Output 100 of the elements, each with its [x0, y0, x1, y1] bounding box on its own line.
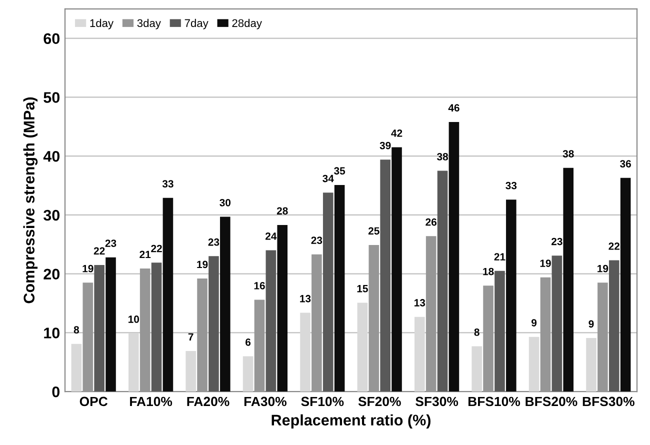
- y-tick-label: 60: [44, 33, 60, 44]
- data-label: 36: [620, 160, 631, 168]
- bar: [620, 178, 631, 392]
- data-label: 13: [414, 299, 426, 306]
- x-tick-label: BFS30%: [582, 396, 634, 406]
- x-tick-label: SF30%: [416, 396, 458, 406]
- bar: [322, 192, 334, 392]
- bar: [71, 344, 82, 392]
- x-axis-title: Replacement ratio (%): [272, 414, 430, 429]
- data-label: 23: [105, 240, 116, 247]
- bar: [82, 282, 94, 392]
- data-label: 28: [276, 207, 288, 215]
- bar: [334, 184, 345, 392]
- bar: [186, 350, 196, 392]
- bar: [598, 282, 608, 392]
- data-label: 35: [334, 167, 346, 175]
- y-tick-label: 0: [52, 386, 60, 398]
- bar: [437, 170, 448, 392]
- data-label: 16: [254, 282, 265, 290]
- data-label: 23: [551, 238, 562, 246]
- x-tick-label: BFS10%: [468, 396, 520, 406]
- y-axis-title: Compressive strength (MPa): [23, 97, 38, 304]
- bar: [392, 147, 402, 392]
- data-label: 15: [357, 285, 368, 292]
- y-tick-label: 20: [44, 268, 60, 280]
- bar: [266, 250, 276, 392]
- bar: [254, 300, 265, 392]
- bar: [552, 256, 562, 392]
- legend-label: 28day: [232, 18, 262, 30]
- legend-label: 7day: [184, 18, 208, 30]
- bar: [494, 270, 505, 392]
- data-label: 23: [311, 236, 322, 244]
- data-label: 33: [506, 182, 517, 190]
- x-tick-label: SF20%: [358, 396, 401, 406]
- x-tick-label: FA20%: [187, 396, 230, 406]
- data-label: 26: [426, 218, 436, 226]
- bar: [506, 200, 516, 392]
- bar: [586, 338, 596, 392]
- bar: [208, 256, 219, 392]
- data-label: 13: [300, 294, 311, 302]
- data-label: 24: [265, 232, 277, 240]
- y-tick-label: 40: [43, 150, 60, 162]
- data-label: 10: [128, 316, 140, 323]
- data-label: 33: [162, 180, 174, 188]
- data-label: 42: [391, 129, 402, 137]
- data-label: 18: [483, 268, 494, 276]
- bar: [140, 268, 150, 392]
- data-label: 7: [188, 333, 194, 340]
- bar: [414, 316, 425, 392]
- x-tick-label: OPC: [80, 396, 108, 406]
- data-label: 22: [608, 242, 620, 250]
- data-label: 9: [588, 320, 594, 328]
- legend-label: 3day: [137, 18, 161, 30]
- data-label: 30: [220, 198, 231, 206]
- bar: [162, 198, 174, 392]
- y-tick-label: 10: [44, 328, 60, 338]
- bar: [528, 336, 540, 392]
- data-label: 38: [562, 150, 574, 158]
- x-tick-label: BFS20%: [526, 396, 578, 406]
- bar: [448, 122, 460, 392]
- bar: [368, 244, 380, 392]
- data-label: 46: [448, 104, 460, 112]
- bar: [128, 333, 139, 392]
- bar: [106, 257, 116, 392]
- bar: [540, 277, 551, 392]
- data-label: 38: [436, 153, 448, 160]
- data-label: 21: [140, 250, 151, 258]
- data-label: 25: [368, 227, 380, 235]
- bar: [197, 278, 208, 392]
- bar: [312, 254, 322, 392]
- y-tick-label: 50: [44, 92, 60, 103]
- bar: [94, 265, 104, 392]
- bar: [300, 312, 310, 392]
- data-label: 22: [151, 244, 162, 252]
- data-label: 19: [82, 264, 94, 272]
- bar: [277, 224, 288, 392]
- bar: [483, 286, 494, 392]
- data-label: 34: [322, 174, 334, 182]
- data-label: 22: [94, 247, 105, 255]
- bar: [151, 262, 162, 392]
- x-tick-label: SF10%: [301, 396, 344, 406]
- bar: [220, 216, 230, 392]
- x-tick-label: FA30%: [244, 396, 286, 406]
- data-label: 9: [532, 319, 537, 326]
- data-label: 8: [74, 326, 80, 334]
- data-label: 19: [197, 260, 208, 268]
- bar: [242, 356, 254, 392]
- data-label: 39: [380, 142, 391, 150]
- data-label: 23: [208, 238, 220, 246]
- bar: [357, 302, 368, 392]
- x-tick-label: FA10%: [130, 396, 172, 406]
- data-label: 21: [494, 253, 506, 260]
- bar: [608, 260, 620, 392]
- bar: [472, 346, 482, 392]
- y-tick-label: 30: [44, 210, 60, 221]
- bar: [426, 236, 436, 392]
- legend-label: 1day: [90, 18, 114, 30]
- data-label: 19: [598, 264, 608, 272]
- bar: [563, 168, 574, 392]
- data-label: 6: [246, 338, 251, 346]
